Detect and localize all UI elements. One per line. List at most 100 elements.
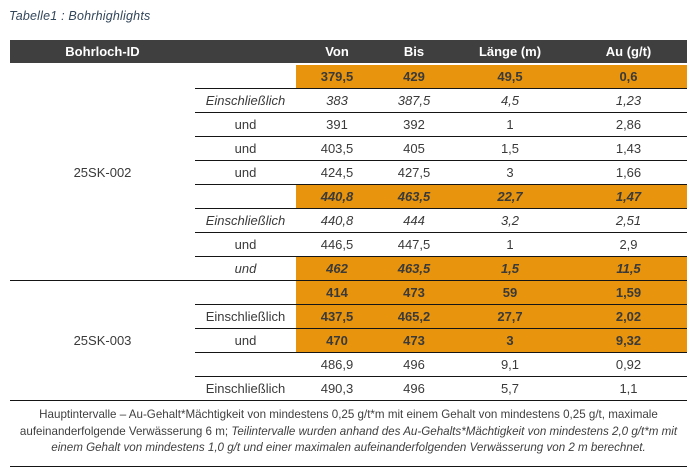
cell-laenge: 3 [450, 328, 570, 353]
col-laenge: Länge (m) [450, 40, 570, 65]
cell-au: 11,5 [570, 256, 687, 281]
cell-laenge: 1,5 [450, 136, 570, 161]
cell-au: 1,43 [570, 136, 687, 161]
cell-laenge: 5,7 [450, 376, 570, 401]
cell-au: 9,32 [570, 328, 687, 353]
cell-au: 1,1 [570, 376, 687, 401]
cell-qualifier: und [195, 328, 296, 353]
cell-bis: 496 [378, 376, 450, 401]
cell-au: 1,23 [570, 88, 687, 113]
cell-qualifier: und [195, 160, 296, 185]
cell-bis: 444 [378, 208, 450, 233]
col-bis: Bis [378, 40, 450, 65]
col-borehole-id: Bohrloch-ID [10, 40, 195, 65]
cell-bis: 429 [378, 64, 450, 89]
cell-von: 414 [296, 280, 378, 305]
cell-laenge: 49,5 [450, 64, 570, 89]
table-row: und 462 463,5 1,5 11,5 [10, 256, 687, 281]
cell-qualifier: Einschließlich [195, 88, 296, 113]
cell-von: 437,5 [296, 304, 378, 329]
cell-bis: 463,5 [378, 184, 450, 209]
table-row: 25SK-003 414 473 59 1,59 [10, 280, 687, 401]
cell-von: 440,8 [296, 184, 378, 209]
cell-qualifier [195, 352, 296, 377]
table-row: und 424,5 427,5 3 1,66 [10, 160, 687, 185]
table-row: Einschließlich 440,8 444 3,2 2,51 [10, 208, 687, 233]
borehole-id: 25SK-003 [10, 280, 195, 401]
table-row: Einschließlich 437,5 465,2 27,7 2,02 [10, 304, 687, 329]
cell-von: 403,5 [296, 136, 378, 161]
cell-au: 2,9 [570, 232, 687, 257]
table-row: Einschließlich 383 387,5 4,5 1,23 [10, 88, 687, 113]
cell-bis: 473 [378, 280, 450, 305]
table-row: Einschließlich 490,3 496 5,7 1,1 [10, 376, 687, 401]
cell-bis: 405 [378, 136, 450, 161]
cell-qualifier: und [195, 136, 296, 161]
col-au: Au (g/t) [570, 40, 687, 65]
table-row: 486,9 496 9,1 0,92 [10, 352, 687, 377]
cell-von: 470 [296, 328, 378, 353]
cell-von: 379,5 [296, 64, 378, 89]
cell-au: 1,47 [570, 184, 687, 209]
cell-von: 490,3 [296, 376, 378, 401]
cell-bis: 465,2 [378, 304, 450, 329]
cell-qualifier: und [195, 256, 296, 281]
cell-von: 424,5 [296, 160, 378, 185]
drill-table-container: Bohrloch-ID Von Bis Länge (m) Au (g/t) 25SK-… [10, 40, 687, 401]
cell-au: 2,51 [570, 208, 687, 233]
cell-bis: 387,5 [378, 88, 450, 113]
cell-qualifier: Einschließlich [195, 376, 296, 401]
cell-bis: 463,5 [378, 256, 450, 281]
col-von: Von [296, 40, 378, 65]
cell-bis: 447,5 [378, 232, 450, 257]
cell-bis: 496 [378, 352, 450, 377]
cell-au: 1,66 [570, 160, 687, 185]
table-row: 25SK-002 379,5 429 49,5 0,6 [10, 64, 687, 281]
table-body: 25SK-002 379,5 429 49,5 0,6 Einschließlich 383… [10, 64, 687, 401]
cell-bis: 427,5 [378, 160, 450, 185]
cell-laenge: 1 [450, 232, 570, 257]
cell-au: 2,02 [570, 304, 687, 329]
cell-von: 391 [296, 112, 378, 137]
cell-laenge: 3,2 [450, 208, 570, 233]
table-row: und 391 392 1 2,86 [10, 112, 687, 137]
drill-table: Bohrloch-ID Von Bis Länge (m) Au (g/t) 25SK-… [10, 40, 687, 401]
cell-au: 1,59 [570, 280, 687, 305]
table-row: und 470 473 3 9,32 [10, 328, 687, 353]
cell-qualifier: und [195, 112, 296, 137]
cell-qualifier: Einschließlich [195, 208, 296, 233]
cell-qualifier [195, 280, 296, 305]
cell-bis: 392 [378, 112, 450, 137]
footnote-regular: Hauptintervalle – Au-Gehalt*Mächtigkeit … [19, 408, 658, 438]
cell-laenge: 22,7 [450, 184, 570, 209]
cell-qualifier: und [195, 232, 296, 257]
cell-von: 383 [296, 88, 378, 113]
cell-laenge: 3 [450, 160, 570, 185]
cell-au: 0,92 [570, 352, 687, 377]
cell-laenge: 4,5 [450, 88, 570, 113]
cell-von: 440,8 [296, 208, 378, 233]
cell-laenge: 59 [450, 280, 570, 305]
cell-laenge: 9,1 [450, 352, 570, 377]
table-row: und 446,5 447,5 1 2,9 [10, 232, 687, 257]
cell-laenge: 1 [450, 112, 570, 137]
header-row: Bohrloch-ID Von Bis Länge (m) Au (g/t) [10, 40, 687, 65]
cell-au: 0,6 [570, 64, 687, 89]
cell-von: 486,9 [296, 352, 378, 377]
table-caption: Tabelle1 : Bohrhighlights [9, 9, 151, 23]
footnote-italic: Teilintervalle wurden anhand des Au-Geha… [51, 424, 678, 455]
col-qualifier [195, 40, 296, 65]
cell-von: 446,5 [296, 232, 378, 257]
table-row: 440,8 463,5 22,7 1,47 [10, 184, 687, 209]
cell-qualifier: Einschließlich [195, 304, 296, 329]
cell-qualifier [195, 184, 296, 209]
borehole-id: 25SK-002 [10, 64, 195, 281]
table-footnote: Hauptintervalle – Au-Gehalt*Mächtigkeit … [10, 401, 687, 467]
cell-laenge: 27,7 [450, 304, 570, 329]
table-header: Bohrloch-ID Von Bis Länge (m) Au (g/t) [10, 40, 687, 65]
cell-bis: 473 [378, 328, 450, 353]
cell-au: 2,86 [570, 112, 687, 137]
cell-von: 462 [296, 256, 378, 281]
cell-qualifier [195, 64, 296, 89]
